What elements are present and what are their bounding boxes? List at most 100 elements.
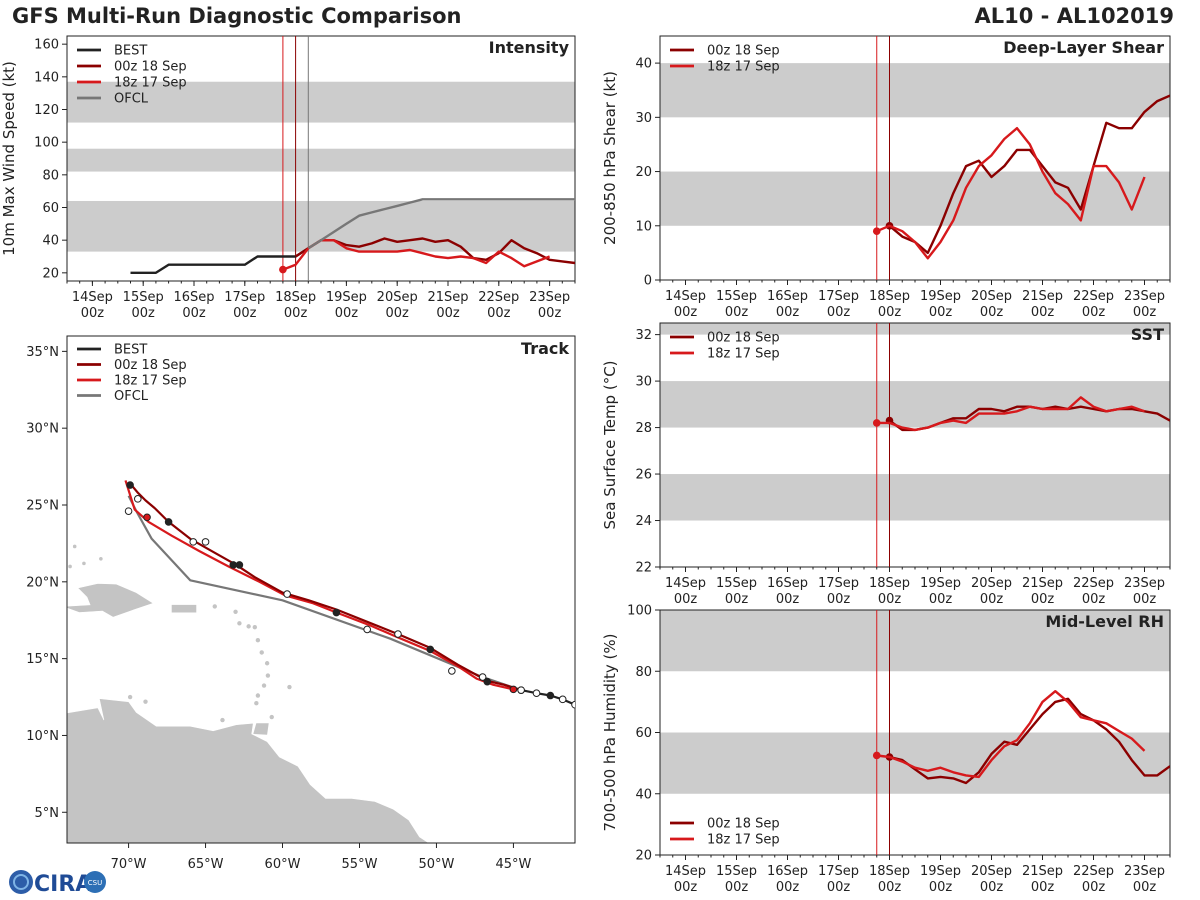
track-legend-label: OFCL [114, 389, 149, 404]
track-ytick-label: 35°N [26, 345, 59, 360]
sst-series [872, 396, 1170, 432]
intensity-xtick-label: 16Sep [173, 290, 214, 305]
land-island [269, 714, 274, 720]
shear-band [660, 63, 1170, 118]
intensity-ytick-label: 120 [34, 103, 59, 118]
land-puerto-rico [171, 604, 197, 613]
intensity-xtick-sublabel: 00z [487, 306, 511, 321]
sst-bands [660, 323, 1170, 521]
cira-logo: CIRA CSU [9, 870, 106, 897]
sst-xtick-label: 14Sep [665, 576, 706, 591]
shear-init-point [872, 227, 881, 235]
sst-ytick-label: 28 [635, 421, 652, 436]
intensity-ytick-label: 140 [34, 70, 59, 85]
track-ytick-label: 20°N [26, 575, 59, 590]
shear-xtick-label: 22Sep [1073, 289, 1114, 304]
land-island [62, 537, 66, 541]
intensity-xtick-sublabel: 00z [335, 306, 359, 321]
rh-xtick-sublabel: 00z [1082, 880, 1106, 895]
intensity-line-18z-17-sep [282, 238, 551, 271]
intensity-legend-label: 00z 18 Sep [114, 60, 187, 75]
rh-init-point [872, 751, 881, 760]
sst-band [660, 323, 1170, 335]
shear-xtick-label: 19Sep [920, 289, 961, 304]
track-point-00z-18-sep [229, 561, 238, 569]
intensity-ytick-label: 20 [42, 266, 59, 281]
panel-sst: 14Sep00z15Sep00z16Sep00z17Sep00z18Sep00z… [601, 322, 1171, 607]
sst-xtick-label: 18Sep [869, 576, 910, 591]
intensity-xtick-label: 18Sep [275, 290, 316, 305]
track-point-00z-18-sep [332, 608, 341, 617]
track-line-18z-17-sep [124, 480, 514, 691]
track-point-ofcl [124, 507, 133, 515]
track-xtick-label: 55°W [342, 857, 378, 872]
rh-line-18z-17-sep [876, 690, 1146, 779]
sst-xtick-label: 22Sep [1073, 576, 1114, 591]
land-island [127, 694, 133, 700]
sst-init-point [872, 419, 881, 427]
intensity-ytick-label: 80 [42, 168, 59, 183]
shear-xtick-sublabel: 00z [878, 305, 902, 320]
intensity-line-ofcl [307, 198, 575, 250]
sst-legend-label: 00z 18 Sep [707, 331, 780, 346]
sst-xtick-label: 21Sep [1022, 576, 1063, 591]
shear-xtick-label: 18Sep [869, 289, 910, 304]
intensity-ytick-label: 160 [34, 38, 59, 53]
intensity-xtick-sublabel: 00z [538, 306, 562, 321]
intensity-ytick-label: 60 [42, 201, 59, 216]
rh-xtick-label: 21Sep [1022, 864, 1063, 879]
shear-xtick-label: 14Sep [665, 289, 706, 304]
panel-track: 70°W 65°W 60°W 55°W 50°W 45°W 5°N 10°N 15°N 20°N 2… [26, 335, 576, 872]
shear-xtick-label: 17Sep [818, 289, 859, 304]
intensity-xtick-label: 19Sep [326, 290, 367, 305]
intensity-xtick-sublabel: 00z [81, 306, 105, 321]
rh-xtick-sublabel: 00z [725, 880, 749, 895]
land-island [255, 693, 261, 698]
land-trinidad [253, 723, 269, 735]
land-island [264, 661, 270, 666]
shear-xtick-sublabel: 00z [827, 305, 851, 320]
intensity-line-best [130, 247, 309, 274]
sst-ylabel: Sea Surface Temp (°C) [601, 360, 619, 529]
shear-ytick-label: 40 [635, 57, 652, 72]
track-point-18z-17-sep [143, 513, 151, 522]
intensity-ytick-label: 40 [42, 234, 59, 249]
sst-line-18z-17-sep [876, 396, 1145, 432]
land-island [254, 700, 259, 706]
intensity-xtick-label: 14Sep [72, 290, 113, 305]
intensity-xtick-sublabel: 00z [132, 306, 156, 321]
track-point-best [546, 691, 555, 700]
shear-xtick-sublabel: 00z [1133, 305, 1157, 320]
track-point-18z-17-sep [509, 685, 518, 694]
sst-xtick-sublabel: 00z [776, 592, 800, 607]
panel-rh: 14Sep00z15Sep00z16Sep00z17Sep00z18Sep00z… [601, 604, 1171, 895]
track-xtick-label: 65°W [188, 857, 224, 872]
rh-ylabel: 700-500 hPa Humidity (%) [601, 633, 619, 831]
intensity-xtick-sublabel: 00z [284, 306, 308, 321]
rh-xtick-label: 19Sep [920, 864, 961, 879]
shear-ytick-label: 0 [644, 274, 652, 289]
rh-xtick-label: 17Sep [818, 864, 859, 879]
shear-ytick-label: 10 [635, 219, 652, 234]
sst-xtick-label: 20Sep [971, 576, 1012, 591]
track-point-18z-17-sep [448, 667, 456, 675]
rh-xtick-label: 15Sep [716, 864, 757, 879]
storm-id: AL10 - AL102019 [974, 4, 1175, 28]
track-frame [66, 335, 576, 844]
track-point-best [571, 700, 575, 709]
shear-xtick-sublabel: 00z [1031, 305, 1055, 320]
track-point-best [532, 689, 541, 698]
land-island [246, 624, 251, 629]
land-hispaniola [67, 583, 154, 618]
intensity-xtick-sublabel: 00z [182, 306, 206, 321]
track-legend-label: 18z 17 Sep [114, 374, 187, 389]
intensity-xtick-sublabel: 00z [436, 306, 460, 321]
track-point-18z-17-sep [201, 538, 210, 546]
shear-xtick-sublabel: 00z [725, 305, 749, 320]
shear-xtick-sublabel: 00z [674, 305, 698, 320]
intensity-legend-label: BEST [114, 44, 147, 59]
intensity-xtick-label: 23Sep [529, 290, 570, 305]
shear-xtick-label: 23Sep [1124, 289, 1165, 304]
intensity-init-point [279, 265, 287, 274]
